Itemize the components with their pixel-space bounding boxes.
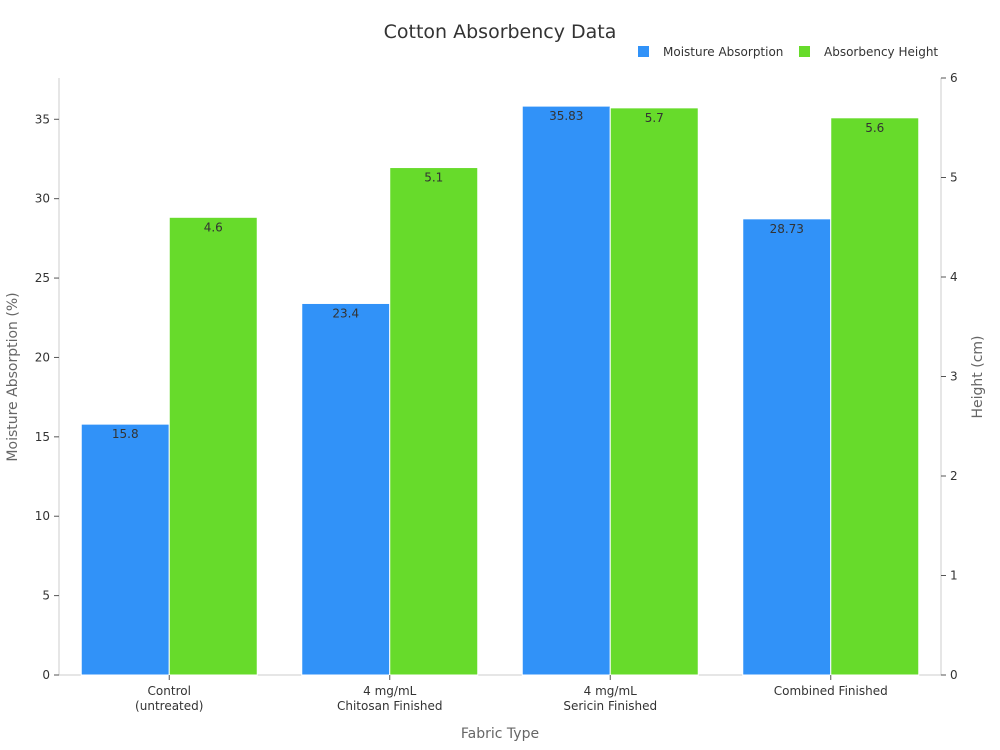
x-tick-label-line: Control (148, 684, 191, 698)
x-tick-label-line: Sericin Finished (563, 699, 657, 713)
y-right-tick-label: 4 (950, 270, 958, 284)
legend-label: Absorbency Height (824, 45, 938, 59)
y-left-tick-label: 30 (35, 192, 50, 206)
legend-swatch (638, 46, 649, 57)
y-left-tick-label: 25 (35, 271, 50, 285)
y-right-tick-label: 2 (950, 469, 958, 483)
x-tick-label-line: Combined Finished (774, 684, 888, 698)
bar-absorbency-height (168, 216, 258, 676)
bar-moisture-absorption (521, 105, 611, 676)
x-tick-label: 4 mg/mL Chitosan Finished (337, 684, 443, 713)
x-axis-title: Fabric Type (461, 726, 539, 742)
y-left-tick-label: 35 (35, 112, 50, 126)
data-label: 35.83 (549, 109, 583, 123)
y-axis-left-title: Moisture Absorption (%) (5, 292, 21, 461)
y-left-tick-label: 15 (35, 430, 50, 444)
y-left-tick-label: 10 (35, 509, 50, 523)
bar-absorbency-height (389, 167, 479, 676)
bar-moisture-absorption (742, 218, 832, 676)
data-label: 4.6 (204, 220, 223, 234)
bar-moisture-absorption (301, 302, 391, 676)
y-right-tick-label: 1 (950, 569, 958, 583)
y-right-tick-label: 3 (950, 370, 958, 384)
y-right-tick-label: 5 (950, 171, 958, 185)
chart-title: Cotton Absorbency Data (384, 21, 617, 43)
y-left-tick-label: 20 (35, 350, 50, 364)
bar-absorbency-height (830, 117, 920, 676)
x-tick-label: 4 mg/mL Sericin Finished (563, 684, 657, 713)
data-label: 28.73 (770, 222, 804, 236)
y-right-tick-label: 0 (950, 668, 958, 682)
data-label: 23.4 (332, 306, 359, 320)
data-label: 15.8 (112, 427, 139, 441)
data-label: 5.7 (645, 111, 664, 125)
y-left-tick-label: 0 (42, 668, 50, 682)
data-label: 5.6 (865, 121, 884, 135)
legend: Moisture Absorption Absorbency Height (638, 45, 938, 59)
bar-absorbency-height (609, 107, 699, 676)
x-tick-label: Control (untreated) (135, 684, 203, 713)
y-right-tick-label: 6 (950, 71, 958, 85)
x-tick-label: Combined Finished (774, 684, 888, 698)
y-left-tick-label: 5 (42, 589, 50, 603)
x-tick-label-line: 4 mg/mL (584, 684, 637, 698)
legend-swatch (799, 46, 810, 57)
x-tick-label-line: (untreated) (135, 699, 203, 713)
plot-area: 0 5 10 15 20 25 30 35 0 1 2 3 4 5 6 15.8 4.6 Control (untr… (35, 71, 958, 713)
y-axis-right-title: Height (cm) (970, 336, 986, 419)
data-label: 5.1 (424, 171, 443, 185)
legend-label: Moisture Absorption (663, 45, 783, 59)
x-tick-label-line: 4 mg/mL (363, 684, 416, 698)
x-tick-label-line: Chitosan Finished (337, 699, 443, 713)
bar-moisture-absorption (80, 423, 170, 676)
